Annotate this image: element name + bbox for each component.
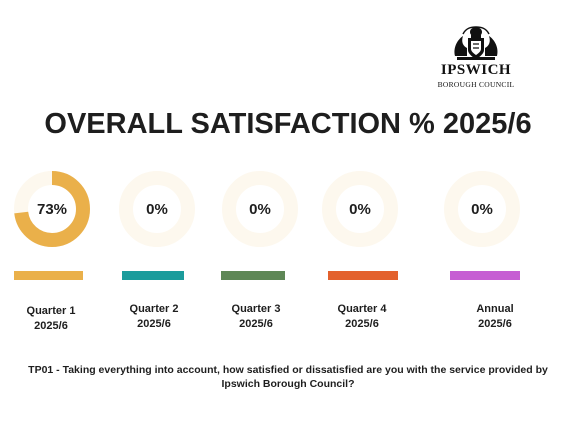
donut-track	[444, 171, 520, 247]
series-label: Quarter 1 2025/6	[6, 304, 96, 334]
donut-value-label: 0%	[471, 201, 493, 218]
series-label-period: Quarter 1	[26, 305, 76, 317]
survey-question: TP01 - Taking everything into account, h…	[28, 364, 548, 390]
coat-of-arms-icon	[454, 26, 498, 60]
donut-value-label: 73%	[37, 201, 67, 218]
series-label-year: 2025/6	[345, 318, 379, 330]
council-logo: IPSWICH BOROUGH COUNCIL	[433, 26, 519, 92]
legend-bar	[221, 271, 285, 280]
council-name: IPSWICH	[440, 62, 512, 78]
series-label-year: 2025/6	[34, 320, 68, 332]
series-label-period: Quarter 4	[337, 303, 387, 315]
legend-bar	[122, 271, 184, 280]
page-title: OVERALL SATISFACTION % 2025/6	[44, 108, 532, 140]
legend-bar	[328, 271, 398, 280]
series-label-year: 2025/6	[478, 318, 512, 330]
donut-track	[119, 171, 195, 247]
series-label: Quarter 2 2025/6	[109, 302, 199, 332]
series-label-year: 2025/6	[239, 318, 273, 330]
donut-value-label: 0%	[146, 201, 168, 218]
donut-track	[322, 171, 398, 247]
donut-value-label: 0%	[249, 201, 271, 218]
series-label: Annual 2025/6	[450, 302, 540, 332]
series-label-period: Quarter 2	[129, 303, 179, 315]
donut-arc	[14, 171, 90, 247]
council-subtitle: BOROUGH COUNCIL	[437, 80, 515, 89]
donut-value-label: 0%	[349, 201, 371, 218]
series-label-period: Quarter 3	[231, 303, 281, 315]
donut-track	[222, 171, 298, 247]
series-label: Quarter 3 2025/6	[211, 302, 301, 332]
legend-bar	[450, 271, 520, 280]
legend-bar	[14, 271, 83, 280]
series-label: Quarter 4 2025/6	[317, 302, 407, 332]
series-label-year: 2025/6	[137, 318, 171, 330]
series-label-period: Annual	[476, 303, 514, 315]
